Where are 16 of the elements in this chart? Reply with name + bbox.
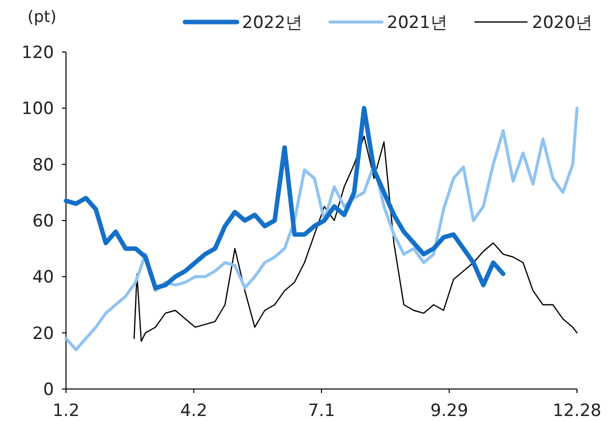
x-tick-label: 1.2: [52, 401, 80, 421]
legend-label: 2021년: [387, 13, 448, 33]
y-tick-label: 0: [43, 380, 54, 400]
x-tick-label: 7.1: [308, 401, 336, 421]
legend-label: 2022년: [242, 13, 302, 33]
y-tick-label: 60: [32, 212, 54, 232]
x-tick-label: 12.28: [552, 401, 602, 421]
x-tick-label: 9.29: [430, 401, 468, 421]
y-tick-label: 80: [32, 155, 54, 176]
y-tick-label: 40: [32, 268, 54, 288]
x-tick-label: 4.2: [180, 401, 208, 421]
legend-label: 2020년: [532, 13, 592, 33]
y-tick-label: 120: [22, 43, 54, 63]
y-axis-title: (pt): [28, 7, 56, 26]
y-tick-label: 20: [32, 324, 54, 344]
y-tick-label: 100: [22, 99, 54, 120]
